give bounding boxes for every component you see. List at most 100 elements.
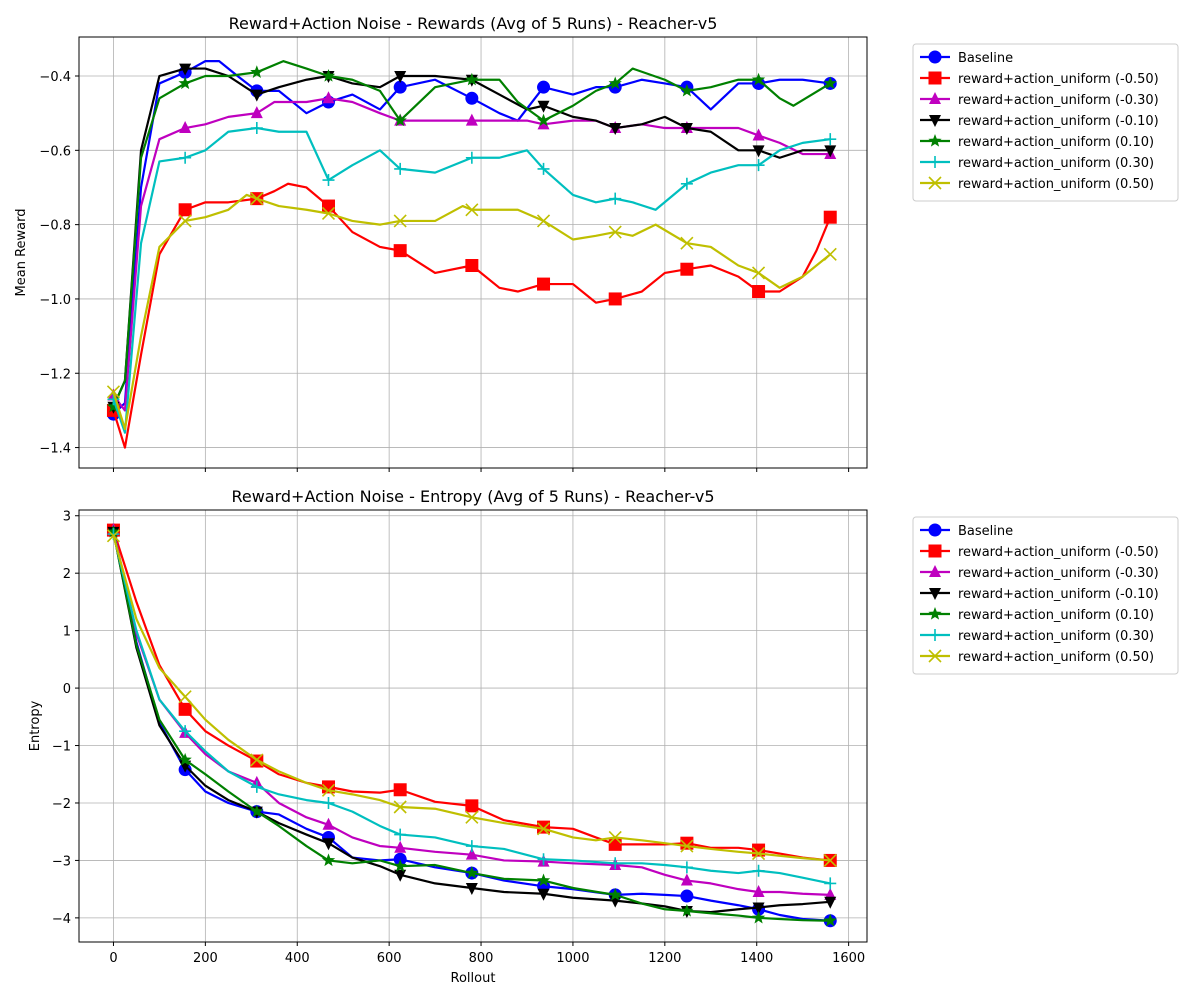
series-marker <box>179 725 192 738</box>
series-marker <box>322 838 335 851</box>
legend-label: Baseline <box>958 51 1013 66</box>
series-marker <box>178 690 192 704</box>
series-marker <box>250 65 264 78</box>
series-marker <box>537 80 551 94</box>
y-tick-label: −0.6 <box>39 144 71 159</box>
series-marker <box>178 702 192 716</box>
x-tick-label: 1600 <box>832 951 865 966</box>
series-marker <box>824 896 837 909</box>
series-marker <box>536 214 551 228</box>
series-marker <box>393 244 407 258</box>
series-marker <box>393 783 407 797</box>
series-marker <box>823 76 837 90</box>
series-marker <box>178 203 192 217</box>
legend-label: reward+action_uniform (0.50) <box>958 650 1154 665</box>
series-line <box>112 533 831 885</box>
series-marker <box>823 210 837 224</box>
legend-label: reward+action_uniform (-0.10) <box>958 587 1159 602</box>
series-marker <box>178 214 192 228</box>
series-marker <box>465 72 479 86</box>
series-marker <box>394 869 407 882</box>
y-tick-label: 3 <box>63 510 71 525</box>
series-marker <box>752 145 765 158</box>
y-tick-label: −1.4 <box>39 442 71 457</box>
legend-label: reward+action_uniform (-0.50) <box>958 545 1159 560</box>
series-marker <box>465 883 478 895</box>
series-marker <box>537 888 550 901</box>
series-marker <box>536 873 551 887</box>
y-tick-label: 0 <box>63 682 71 697</box>
series-marker <box>751 910 766 924</box>
series-marker <box>680 861 693 874</box>
series-marker <box>536 822 551 836</box>
series-marker <box>751 72 766 86</box>
series-marker <box>537 820 551 834</box>
legend-marker <box>928 649 942 663</box>
series-marker <box>321 69 336 82</box>
legend-marker <box>929 156 941 168</box>
series-line <box>112 60 831 415</box>
series-marker <box>465 810 479 824</box>
series-marker <box>824 877 837 890</box>
series-marker <box>609 857 622 870</box>
y-tick-label: −0.4 <box>39 70 71 85</box>
series-marker <box>106 385 121 399</box>
legend-label: reward+action_uniform (-0.30) <box>958 93 1159 108</box>
series-marker <box>250 89 263 102</box>
series-marker <box>321 206 336 221</box>
series-marker <box>608 837 622 851</box>
series-marker <box>250 122 263 135</box>
series-marker <box>250 753 264 767</box>
series-line <box>112 193 831 431</box>
series-marker <box>393 800 407 814</box>
series-marker <box>751 846 766 861</box>
series-marker <box>394 162 407 175</box>
series-marker <box>322 817 335 830</box>
series-marker <box>609 192 622 205</box>
legend-marker <box>928 134 942 147</box>
rewards-chart: −1.4 −1.2 −1.0 −0.8 −0.6 −0.4 Reward+Action No… <box>14 14 1179 472</box>
x-tick-label: 400 <box>285 951 310 966</box>
series-marker <box>608 225 622 239</box>
series-marker <box>536 113 551 127</box>
y-tick-label: −0.8 <box>39 219 71 234</box>
series-marker <box>465 203 479 217</box>
series-marker <box>823 853 837 867</box>
series-marker <box>824 145 837 158</box>
series-marker <box>322 796 335 809</box>
series-line <box>112 529 831 922</box>
legend-marker <box>928 544 942 558</box>
series-marker <box>680 889 694 903</box>
legend-frame <box>912 43 1179 202</box>
series-group <box>106 60 837 449</box>
series-marker <box>465 866 479 879</box>
x-axis-label: Rollout <box>451 971 496 986</box>
series-marker <box>250 780 263 793</box>
series-marker <box>537 277 551 291</box>
series-marker <box>752 902 765 915</box>
series-marker <box>537 100 550 113</box>
series-group <box>106 523 837 928</box>
series-line <box>112 531 831 922</box>
chart-title: Reward+Action Noise - Rewards (Avg of 5 … <box>229 14 718 33</box>
series-marker <box>321 853 336 867</box>
legend-marker <box>929 92 941 104</box>
series-marker <box>394 71 407 84</box>
legend-marker <box>928 607 942 620</box>
legend-marker <box>929 629 941 641</box>
series-marker <box>537 162 550 175</box>
series-marker <box>250 106 263 119</box>
series-marker <box>608 830 622 845</box>
legend-marker <box>928 71 942 85</box>
x-tick-label: 1400 <box>740 951 773 966</box>
legend-frame <box>912 516 1179 675</box>
series-marker <box>465 91 479 105</box>
y-tick-label: −1.2 <box>39 367 71 382</box>
legend-label: reward+action_uniform (0.10) <box>958 608 1154 623</box>
series-marker <box>393 113 407 127</box>
axes-frame <box>78 36 868 469</box>
legend-label: Baseline <box>958 524 1013 539</box>
entropy-chart: 0 200 400 600 800 1000 1200 1400 1600 −4 −3 −2 −1 0 1 2… <box>28 487 1179 986</box>
legend-marker <box>928 50 942 64</box>
series-marker <box>680 262 694 276</box>
